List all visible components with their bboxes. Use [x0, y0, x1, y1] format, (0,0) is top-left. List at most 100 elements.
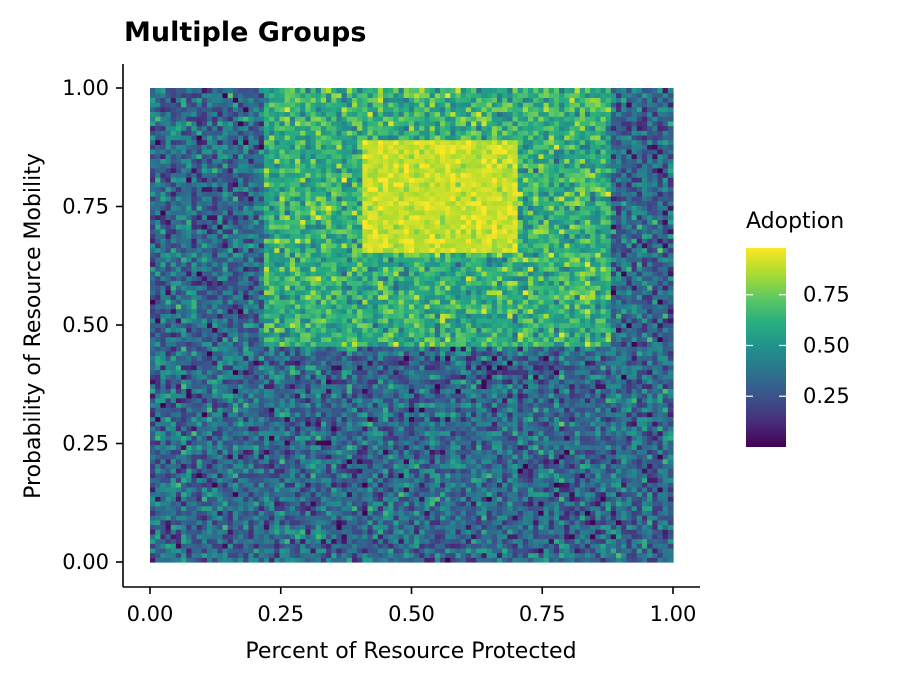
heatmap-cell: [222, 454, 229, 460]
heatmap-cell: [300, 341, 306, 347]
heatmap-cell: [206, 383, 213, 389]
heatmap-cell: [160, 439, 167, 446]
heatmap-cell: [372, 430, 379, 436]
heatmap-cell: [429, 402, 436, 408]
heatmap-cell: [284, 533, 291, 540]
heatmap-cell: [362, 360, 369, 366]
heatmap-cell: [222, 378, 229, 385]
heatmap-cell: [222, 425, 229, 432]
heatmap-cell: [238, 557, 244, 563]
heatmap-cell: [569, 468, 576, 474]
heatmap-cell: [455, 538, 462, 544]
heatmap-cell: [346, 533, 353, 540]
heatmap-cell: [269, 458, 275, 465]
heatmap-cell: [502, 510, 508, 516]
heatmap-cell: [652, 341, 659, 347]
heatmap-cell: [274, 500, 281, 507]
heatmap-cell: [647, 463, 653, 469]
heatmap-cell: [460, 360, 467, 366]
heatmap-cell: [616, 421, 622, 427]
heatmap-cell: [310, 397, 317, 404]
heatmap-cell: [155, 355, 161, 361]
heatmap-cell: [206, 388, 213, 394]
heatmap-cell: [294, 383, 301, 389]
heatmap-cell: [341, 374, 348, 380]
heatmap-cell: [201, 449, 208, 455]
heatmap-cell: [367, 341, 374, 347]
heatmap-cell: [569, 416, 576, 422]
heatmap-cell: [274, 383, 281, 389]
heatmap-cell: [341, 468, 348, 474]
heatmap-cell: [616, 458, 622, 465]
heatmap-cell: [253, 388, 260, 394]
heatmap-cell: [429, 416, 436, 422]
heatmap-cell: [175, 435, 182, 441]
heatmap-cell: [191, 374, 198, 380]
heatmap-cell: [383, 439, 389, 446]
heatmap-cell: [621, 411, 627, 418]
heatmap-cell: [538, 393, 545, 399]
heatmap-cell: [367, 393, 374, 399]
heatmap-cell: [305, 393, 312, 399]
heatmap-cell: [289, 505, 296, 511]
heatmap-cell: [538, 491, 545, 497]
heatmap-cell: [667, 533, 674, 540]
heatmap-cell: [243, 463, 249, 469]
heatmap-cell: [248, 515, 255, 521]
heatmap-cell: [481, 557, 488, 563]
heatmap-cell: [626, 552, 633, 558]
heatmap-cell: [336, 407, 343, 413]
heatmap-cell: [507, 472, 514, 479]
heatmap-cell: [652, 449, 659, 455]
heatmap-cell: [398, 458, 405, 465]
heatmap-cell: [320, 449, 327, 455]
heatmap-cell: [471, 454, 477, 460]
heatmap-cell: [388, 510, 394, 516]
heatmap-cell: [346, 444, 353, 450]
heatmap-cell: [217, 515, 224, 521]
heatmap-cell: [315, 477, 322, 483]
heatmap-cell: [517, 416, 524, 422]
heatmap-cell: [222, 435, 229, 441]
heatmap-cell: [621, 332, 627, 338]
heatmap-cell: [543, 336, 550, 343]
heatmap-cell: [657, 496, 664, 502]
heatmap-cell: [450, 496, 457, 502]
heatmap-cell: [419, 533, 426, 540]
heatmap-cell: [471, 378, 477, 385]
heatmap-cell: [429, 458, 436, 465]
heatmap-cell: [253, 402, 260, 408]
heatmap-cell: [460, 383, 467, 389]
heatmap-cell: [258, 416, 265, 422]
heatmap-cell: [631, 463, 638, 469]
heatmap-cell: [424, 543, 431, 549]
heatmap-cell: [258, 374, 265, 380]
heatmap-cell: [315, 472, 322, 479]
heatmap-cell: [320, 538, 327, 544]
heatmap-cell: [393, 435, 400, 441]
heatmap-cell: [165, 383, 172, 389]
heatmap-cell: [232, 383, 239, 389]
heatmap-cell: [346, 435, 353, 441]
heatmap-cell: [253, 393, 260, 399]
heatmap-cell: [279, 374, 286, 380]
heatmap-cell: [455, 341, 462, 347]
heatmap-cell: [621, 538, 627, 544]
heatmap-cell: [517, 336, 524, 343]
heatmap-cell: [502, 491, 508, 497]
heatmap-cell: [150, 477, 156, 483]
heatmap-cell: [657, 472, 664, 479]
heatmap-cell: [346, 491, 353, 497]
heatmap-cell: [569, 454, 576, 460]
heatmap-cell: [263, 491, 270, 497]
heatmap-cell: [662, 416, 669, 422]
heatmap-cell: [626, 454, 633, 460]
heatmap-cell: [206, 524, 213, 530]
heatmap-cell: [305, 397, 312, 404]
heatmap-cell: [357, 430, 363, 436]
heatmap-cell: [564, 557, 571, 563]
heatmap-cell: [315, 425, 322, 432]
heatmap-cell: [481, 360, 488, 366]
heatmap-cell: [191, 327, 198, 333]
heatmap-cell: [667, 454, 674, 460]
